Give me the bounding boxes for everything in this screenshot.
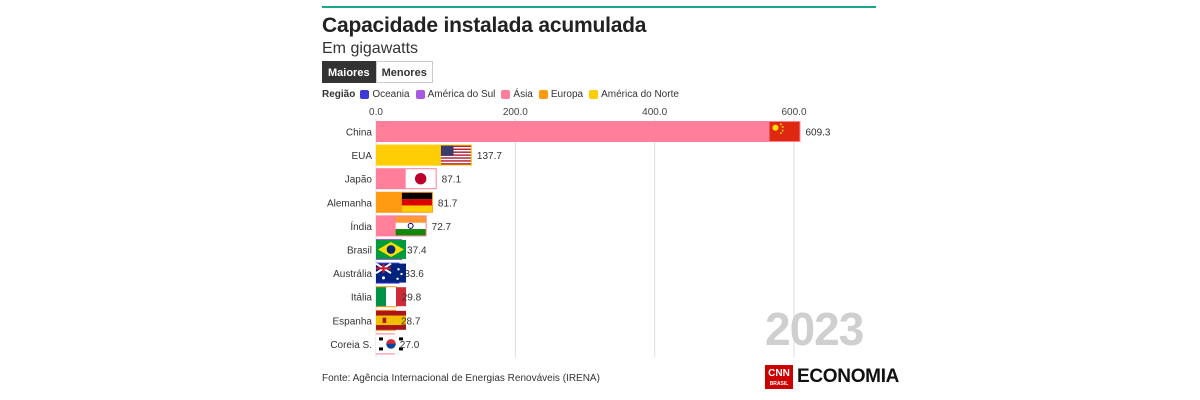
- source-note: Fonte: Agência Internacional de Energias…: [322, 373, 600, 384]
- cnn-logo-subtext: BRASIL: [769, 381, 789, 387]
- top-accent-line: [322, 6, 876, 8]
- category-label: Coreia S.: [330, 340, 372, 351]
- chart-subtitle: Em gigawatts: [322, 40, 419, 57]
- category-label: Espanha: [333, 316, 373, 327]
- chart-title: Capacidade instalada acumulada: [322, 14, 647, 37]
- legend-label: América do Sul: [427, 89, 496, 100]
- india-flag: [395, 216, 426, 236]
- legend-label: Ásia: [513, 89, 533, 100]
- usa-flag: [440, 145, 471, 165]
- value-label: 609.3: [805, 128, 830, 139]
- value-label: 37.4: [407, 246, 427, 257]
- value-label: 29.8: [402, 293, 422, 304]
- category-label: Austrália: [333, 269, 372, 280]
- japan-flag: [405, 169, 436, 189]
- legend: Região Oceania América do Sul Ásia Europ…: [322, 89, 685, 100]
- legend-swatch: [538, 90, 548, 99]
- legend-label: Europa: [550, 89, 584, 100]
- category-label: Índia: [350, 220, 372, 233]
- bar: [376, 121, 801, 142]
- legend-item-america-do-norte: América do Norte: [589, 89, 679, 100]
- category-label: Alemanha: [327, 198, 372, 209]
- legend-item-oceania: Oceania: [360, 89, 410, 100]
- value-label: 81.7: [438, 198, 458, 209]
- italy-flag: [376, 287, 406, 307]
- legend-item-america-do-sul: América do Sul: [415, 89, 496, 100]
- legend-label: América do Norte: [601, 89, 679, 100]
- value-label: 28.7: [401, 316, 421, 327]
- value-label: 87.1: [442, 175, 462, 186]
- brazil-flag: [376, 240, 406, 259]
- x-tick-label: 600.0: [781, 107, 806, 118]
- category-label: China: [346, 128, 373, 139]
- value-label: 137.7: [477, 151, 502, 162]
- year-label: 2023: [765, 303, 864, 355]
- tab-menores[interactable]: Menores: [375, 61, 433, 83]
- legend-swatch: [589, 90, 599, 99]
- category-label: Japão: [345, 175, 373, 186]
- value-label: 27.0: [400, 340, 420, 351]
- australia-flag: [375, 262, 406, 283]
- x-tick-label: 0.0: [369, 107, 383, 118]
- value-label: 33.6: [404, 269, 424, 280]
- tab-group: Maiores Menores: [322, 61, 433, 83]
- legend-item-europa: Europa: [538, 89, 584, 100]
- x-tick-label: 200.0: [503, 107, 528, 118]
- spain-flag: [376, 310, 406, 330]
- legend-swatch: [415, 90, 425, 99]
- tab-maiores[interactable]: Maiores: [322, 61, 376, 83]
- economia-brand: ECONOMIA: [797, 366, 900, 387]
- legend-swatch: [360, 90, 370, 99]
- germany-flag: [401, 192, 432, 212]
- legend-title: Região: [322, 89, 356, 100]
- cnn-logo: CNN BRASIL: [765, 365, 793, 389]
- cnn-logo-text: CNN: [768, 368, 790, 379]
- value-label: 72.7: [432, 222, 452, 233]
- category-label: Itália: [351, 293, 373, 304]
- x-tick-label: 400.0: [642, 107, 667, 118]
- legend-label: Oceania: [372, 89, 410, 100]
- legend-swatch: [501, 90, 511, 99]
- south-korea-flag: [376, 334, 406, 354]
- legend-item-asia: Ásia: [501, 89, 533, 100]
- china-flag: [769, 122, 800, 141]
- category-label: Brasil: [347, 246, 372, 257]
- category-label: EUA: [351, 151, 372, 162]
